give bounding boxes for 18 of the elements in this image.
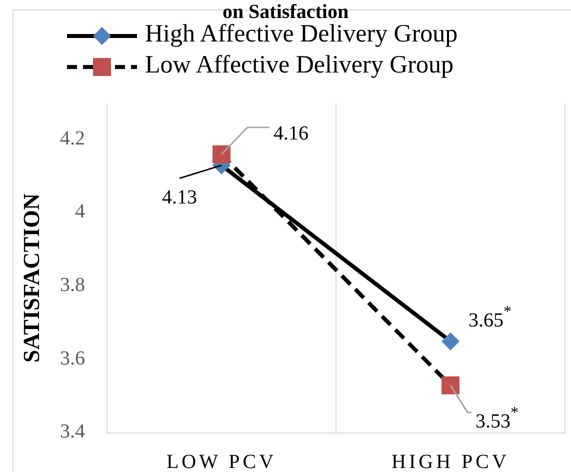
y-axis-title: SATISFACTION [19,193,44,363]
point [442,332,460,350]
data-label: 4.13 [162,186,197,208]
chart-title: on Satisfaction [222,0,349,23]
legend-label: Low Affective Delivery Group [145,52,454,79]
point [442,376,460,394]
data-label: 3.65$^{*}$ [468,304,512,331]
legend-label: High Affective Delivery Group [145,20,458,48]
x-tick-label: HIGH PCV [392,451,510,472]
y-tick-label: 4.2 [60,127,85,150]
data-label: 3.53$^{*}$ [476,404,518,432]
y-tick-label: 3.4 [60,420,85,443]
y-tick-label: 3.6 [60,347,85,370]
point [212,145,230,164]
data-label: 4.16 [274,122,308,144]
x-tick-label: LOW PCV [166,451,277,472]
y-tick-label: 4 [75,200,85,223]
y-tick-label: 3.8 [60,274,85,296]
